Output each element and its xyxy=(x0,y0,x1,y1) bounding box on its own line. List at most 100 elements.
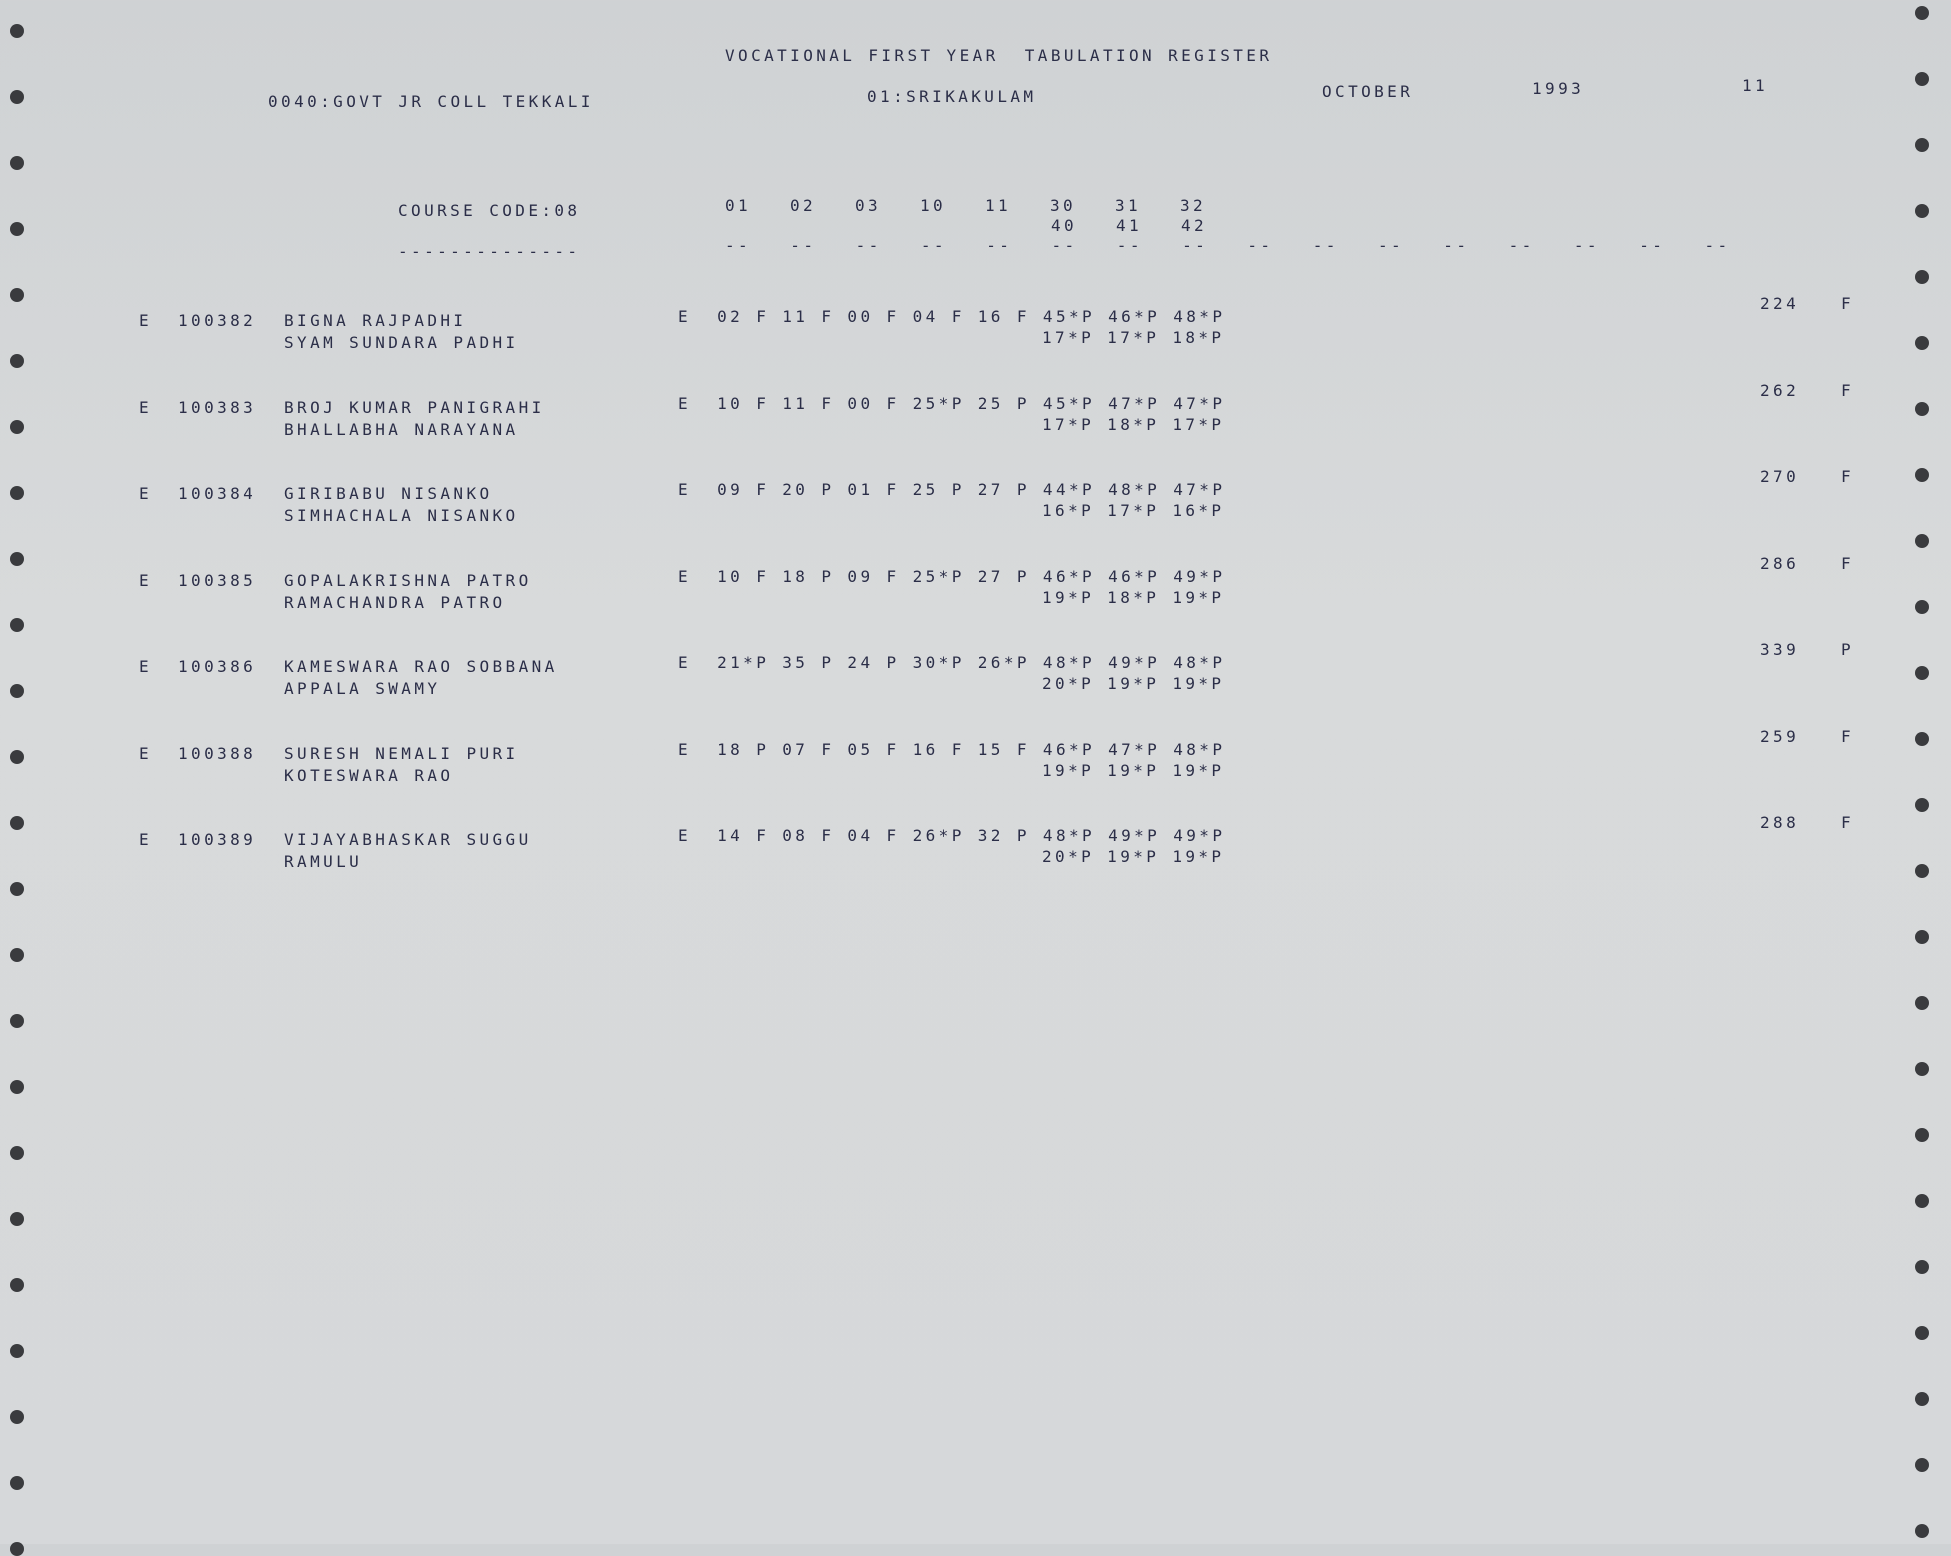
subject-code-header: 01 xyxy=(725,196,752,215)
subject-marks: E 02 F 11 F 00 F 04 F 16 F 45*P 46*P 48*… xyxy=(678,307,1226,326)
feed-hole xyxy=(1915,1260,1929,1274)
column-separator: -- xyxy=(1508,236,1535,255)
roll-number: 100385 xyxy=(178,570,257,590)
feed-hole xyxy=(10,1278,24,1292)
feed-hole xyxy=(1915,666,1929,680)
subject-marks: E 21*P 35 P 24 P 30*P 26*P 48*P 49*P 48*… xyxy=(678,653,1226,672)
subject-code-header: 11 xyxy=(985,196,1012,215)
feed-hole xyxy=(1915,600,1929,614)
feed-hole xyxy=(10,486,24,500)
feed-hole xyxy=(1915,72,1929,86)
father-name: SIMHACHALA NISANKO xyxy=(284,506,519,525)
medium-code: E xyxy=(139,570,153,590)
result-status: P xyxy=(1841,640,1855,659)
register-title: VOCATIONAL FIRST YEAR TABULATION REGISTE… xyxy=(725,46,1273,65)
column-separator: -- xyxy=(1639,236,1666,255)
feed-hole xyxy=(1915,204,1929,218)
result-status: F xyxy=(1841,294,1855,313)
subject-marks: E 14 F 08 F 04 F 26*P 32 P 48*P 49*P 49*… xyxy=(678,826,1226,845)
subject-marks: E 10 F 11 F 00 F 25*P 25 P 45*P 47*P 47*… xyxy=(678,393,1226,413)
column-separator: -- xyxy=(1051,236,1078,255)
feed-hole xyxy=(10,1212,24,1226)
feed-hole xyxy=(1915,1062,1929,1076)
medium-code: E xyxy=(139,484,153,503)
feed-hole xyxy=(1915,468,1929,482)
feed-hole xyxy=(1915,996,1929,1010)
result-status: F xyxy=(1841,380,1855,400)
result-status: F xyxy=(1841,726,1855,746)
student-name: BROJ KUMAR PANIGRAHI xyxy=(284,397,545,417)
roll-number: 100384 xyxy=(178,484,257,503)
feed-hole xyxy=(1915,1128,1929,1142)
feed-hole xyxy=(10,24,24,38)
subject-code-header: 10 xyxy=(920,196,947,215)
subject-marks: E 10 F 18 P 09 F 25*P 27 P 46*P 46*P 49*… xyxy=(678,566,1226,586)
total-marks: 339 xyxy=(1760,640,1800,659)
feed-hole xyxy=(1915,534,1929,548)
subject-code-header: 32 xyxy=(1180,196,1207,215)
feed-hole xyxy=(10,1344,24,1358)
column-separator: -- xyxy=(1247,236,1274,255)
result-status: F xyxy=(1841,467,1855,486)
roll-number: 100382 xyxy=(178,311,257,330)
father-name: APPALA SWAMY xyxy=(284,679,441,698)
feed-hole xyxy=(10,1080,24,1094)
father-name: RAMULU xyxy=(284,852,363,871)
subject-code-header: 41 xyxy=(1116,216,1143,235)
feed-hole xyxy=(1915,798,1929,812)
feed-hole xyxy=(10,684,24,698)
subject-marks-practical: 19*P 19*P 19*P xyxy=(1042,760,1225,780)
feed-hole xyxy=(10,222,24,236)
subject-marks-practical: 19*P 18*P 19*P xyxy=(1042,587,1225,607)
roll-number: 100388 xyxy=(178,743,257,763)
student-name: BIGNA RAJPADHI xyxy=(284,311,467,330)
roll-number: 100389 xyxy=(178,830,257,849)
column-separator: -- xyxy=(1443,236,1470,255)
total-marks: 259 xyxy=(1760,726,1800,746)
student-name: SURESH NEMALI PURI xyxy=(284,743,519,763)
feed-hole xyxy=(1915,138,1929,152)
total-marks: 288 xyxy=(1760,813,1800,832)
father-name: SYAM SUNDARA PADHI xyxy=(284,333,519,352)
total-marks: 286 xyxy=(1760,553,1800,573)
feed-hole xyxy=(1915,1326,1929,1340)
feed-hole xyxy=(1915,1392,1929,1406)
feed-hole xyxy=(10,948,24,962)
feed-hole xyxy=(1915,1524,1929,1538)
feed-hole xyxy=(10,750,24,764)
subject-code-header: 40 xyxy=(1051,216,1078,235)
feed-hole xyxy=(1915,1194,1929,1208)
student-name: KAMESWARA RAO SOBBANA xyxy=(284,657,558,676)
medium-code: E xyxy=(139,311,153,330)
father-name: RAMACHANDRA PATRO xyxy=(284,592,506,612)
feed-hole xyxy=(1915,402,1929,416)
column-separator: -- xyxy=(1704,236,1731,255)
exam-year: 1993 xyxy=(1532,79,1585,98)
feed-hole xyxy=(1915,930,1929,944)
column-separator: -- xyxy=(920,236,947,255)
page-number: 11 xyxy=(1742,76,1769,95)
subject-marks: E 09 F 20 P 01 F 25 P 27 P 44*P 48*P 47*… xyxy=(678,480,1226,499)
district-name: 01:SRIKAKULAM xyxy=(867,87,1037,106)
column-separator: -- xyxy=(1378,236,1405,255)
feed-hole xyxy=(10,882,24,896)
feed-hole xyxy=(10,1146,24,1160)
roll-number: 100386 xyxy=(178,657,257,676)
feed-hole xyxy=(1915,6,1929,20)
result-status: F xyxy=(1841,553,1855,573)
feed-hole xyxy=(10,354,24,368)
course-code-underline: -------------- xyxy=(398,242,581,261)
feed-hole xyxy=(10,420,24,434)
subject-marks-practical: 20*P 19*P 19*P xyxy=(1042,674,1225,693)
feed-hole xyxy=(1915,732,1929,746)
father-name: BHALLABHA NARAYANA xyxy=(284,419,519,439)
course-code: COURSE CODE:08 xyxy=(398,201,581,220)
feed-hole xyxy=(10,156,24,170)
subject-marks-practical: 17*P 18*P 17*P xyxy=(1042,414,1225,434)
column-separator: -- xyxy=(986,236,1013,255)
feed-hole xyxy=(10,816,24,830)
total-marks: 270 xyxy=(1760,467,1800,486)
subject-code-header: 02 xyxy=(790,196,817,215)
feed-hole xyxy=(10,90,24,104)
feed-hole xyxy=(1915,270,1929,284)
